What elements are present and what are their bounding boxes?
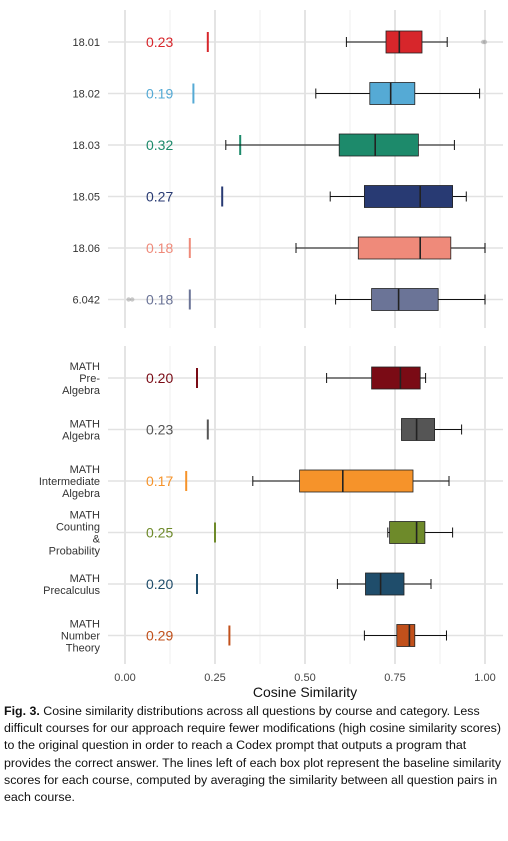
- box-iqr: [371, 366, 421, 390]
- outlier-point: [126, 297, 131, 302]
- baseline-value-label: 0.19: [146, 86, 173, 102]
- baseline-value-label: 0.20: [146, 370, 173, 386]
- row-label: MATH: [70, 419, 100, 431]
- row-label: Number: [61, 631, 100, 643]
- baseline-value-label: 0.23: [146, 422, 173, 438]
- outlier-point: [130, 297, 135, 302]
- box-iqr: [369, 82, 416, 105]
- row-label: &: [93, 534, 101, 546]
- row-label: Counting: [56, 522, 100, 534]
- row-label: Algebra: [62, 385, 101, 397]
- x-tick-label: 0.75: [384, 672, 405, 684]
- row-label: Intermediate: [39, 476, 100, 488]
- caption-text: Cosine similarity distributions across a…: [4, 704, 502, 805]
- x-axis-title: Cosine Similarity: [253, 684, 357, 700]
- baseline-value-label: 0.23: [146, 34, 173, 50]
- baseline-value-label: 0.29: [146, 628, 173, 644]
- row-label: 18.05: [72, 192, 100, 204]
- row-label: Algebra: [62, 431, 101, 443]
- row-label: MATH: [70, 573, 100, 585]
- figure-label: Fig. 3.: [4, 704, 40, 718]
- baseline-value-label: 0.18: [146, 240, 173, 256]
- row-label: MATH: [70, 464, 100, 476]
- x-tick-label: 0.00: [114, 672, 135, 684]
- box-iqr: [385, 30, 423, 54]
- x-tick-label: 0.25: [204, 672, 225, 684]
- baseline-value-label: 0.27: [146, 189, 173, 205]
- row-label: MATH: [70, 510, 100, 522]
- row-label: MATH: [70, 619, 100, 631]
- cosine-similarity-chart: 18.01 0.23 18.02 0.19 18.03 0.32 18.05 0.27 18.0…: [39, 10, 503, 700]
- box-iqr: [338, 133, 419, 157]
- row-label: 6.042: [72, 295, 100, 307]
- box-iqr: [363, 185, 453, 208]
- baseline-value-label: 0.25: [146, 525, 173, 541]
- row-label: Theory: [66, 643, 101, 655]
- box-iqr: [371, 288, 439, 311]
- box-iqr: [357, 236, 452, 260]
- baseline-value-label: 0.20: [146, 576, 173, 592]
- row-label: 18.01: [72, 37, 100, 49]
- box-iqr: [365, 572, 405, 596]
- row-label: 18.03: [72, 140, 100, 152]
- row-label: MATH: [70, 361, 100, 373]
- row-label: Pre-: [79, 373, 100, 385]
- box-iqr: [299, 469, 414, 493]
- baseline-value-label: 0.17: [146, 473, 173, 489]
- row-label: 18.02: [72, 89, 100, 101]
- box-iqr: [396, 624, 416, 647]
- baseline-value-label: 0.18: [146, 292, 173, 308]
- row-label: 18.06: [72, 243, 100, 255]
- baseline-value-label: 0.32: [146, 137, 173, 153]
- row-label: Algebra: [62, 488, 101, 500]
- row-label: Precalculus: [43, 585, 100, 597]
- box-iqr: [389, 521, 426, 544]
- figure-caption: Fig. 3. Cosine similarity distributions …: [4, 703, 504, 806]
- outlier-point: [482, 39, 488, 45]
- x-tick-label: 1.00: [474, 672, 495, 684]
- x-tick-label: 0.50: [294, 672, 315, 684]
- box-iqr: [401, 418, 436, 441]
- row-label: Probability: [49, 546, 101, 558]
